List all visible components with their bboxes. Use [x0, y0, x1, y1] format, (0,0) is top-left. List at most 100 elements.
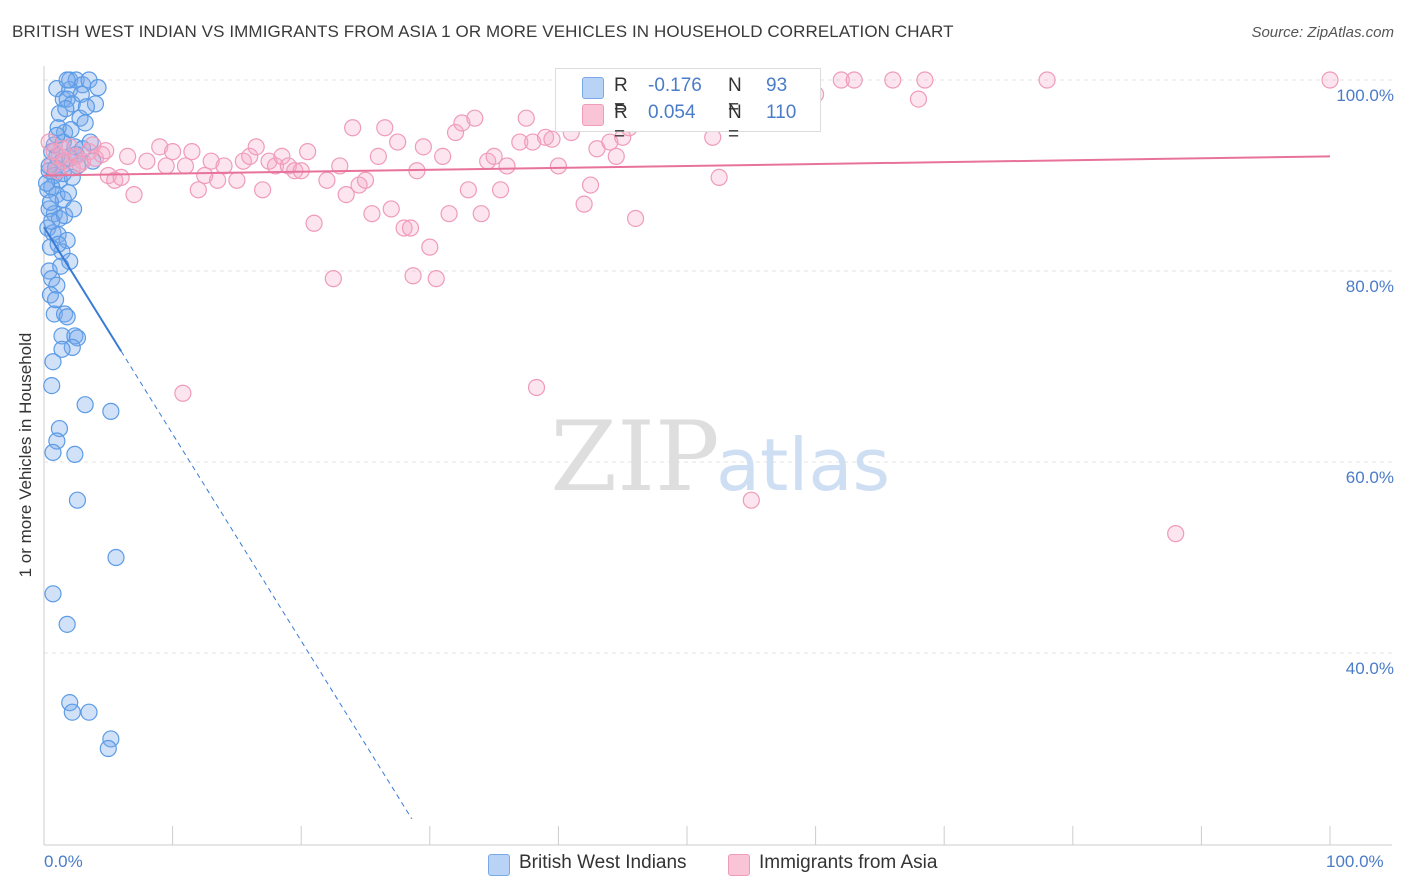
data-point	[527, 378, 546, 397]
data-point	[196, 166, 214, 185]
data-point	[916, 71, 934, 89]
data-point	[363, 205, 381, 223]
data-point	[44, 353, 62, 371]
chart-title: BRITISH WEST INDIAN VS IMMIGRANTS FROM A…	[12, 22, 954, 41]
data-point	[581, 176, 600, 194]
data-point	[77, 98, 96, 116]
data-point	[305, 214, 323, 232]
bottom-legend-british-west-indians: British West Indians	[519, 852, 687, 873]
watermark: ZIP atlas	[550, 401, 890, 513]
data-point	[52, 257, 70, 275]
watermark-atlas: atlas	[716, 423, 890, 507]
legend-r-value: 0.054	[648, 102, 696, 123]
data-point	[404, 267, 422, 285]
data-point	[884, 71, 902, 89]
data-point	[421, 238, 439, 256]
data-point	[138, 152, 156, 170]
source-label: Source: ZipAtlas.com	[1251, 24, 1394, 41]
data-point	[46, 291, 65, 309]
data-point	[49, 235, 67, 253]
axes	[43, 66, 1392, 846]
data-point	[324, 270, 342, 288]
x-tick-label-max: 100.0%	[1326, 852, 1384, 871]
data-point	[331, 157, 349, 175]
data-point	[710, 168, 728, 187]
data-point	[80, 703, 98, 721]
data-point	[369, 147, 387, 165]
data-point	[73, 152, 92, 170]
data-point	[446, 123, 465, 142]
data-point	[41, 193, 60, 211]
data-point	[102, 402, 120, 420]
data-point	[466, 109, 484, 127]
data-point	[382, 200, 400, 218]
data-point	[41, 286, 60, 304]
data-point	[54, 90, 72, 108]
trend-lines	[43, 155, 1331, 820]
legend-n-label: N =	[728, 102, 742, 145]
data-point	[472, 205, 490, 223]
trend-line-british-west-indians	[43, 226, 123, 352]
data-point	[1321, 71, 1339, 89]
y-tick-label: 40.0%	[1345, 659, 1394, 678]
legend-swatch-pink	[582, 104, 604, 126]
data-point	[401, 219, 420, 237]
data-point	[434, 147, 452, 165]
data-point	[57, 100, 75, 118]
data-point	[64, 200, 83, 218]
data-point	[247, 138, 265, 156]
data-point	[63, 338, 81, 356]
data-point	[228, 171, 246, 189]
trend-line-immigrants-from-asia	[43, 155, 1331, 177]
data-point	[76, 396, 94, 414]
data-point	[176, 157, 195, 175]
data-point	[549, 157, 568, 175]
grid-lines	[44, 79, 1392, 654]
data-point	[43, 212, 61, 230]
bottom-legend-immigrants-from-asia: Immigrants from Asia	[759, 852, 938, 873]
data-point	[273, 147, 291, 165]
data-point	[1167, 525, 1185, 543]
data-point	[53, 140, 71, 158]
data-point	[517, 109, 535, 127]
data-point	[157, 157, 175, 175]
data-point	[356, 171, 375, 189]
data-point	[241, 147, 259, 165]
data-point	[337, 186, 355, 204]
data-point	[68, 329, 87, 347]
data-point	[832, 71, 850, 89]
data-point	[524, 133, 542, 151]
data-point	[909, 90, 928, 108]
data-point	[89, 79, 107, 97]
data-point	[53, 340, 71, 358]
data-point	[511, 133, 529, 151]
data-point	[71, 155, 89, 173]
y-tick-label: 100.0%	[1336, 86, 1394, 105]
data-point	[427, 270, 445, 288]
data-point	[254, 181, 272, 199]
legend-swatch-blue	[582, 77, 604, 99]
y-tick-label: 60.0%	[1345, 468, 1394, 487]
data-point	[575, 195, 593, 213]
data-point	[344, 119, 362, 137]
data-point	[174, 384, 192, 402]
data-point	[742, 491, 760, 509]
data-point	[68, 491, 87, 509]
data-point	[58, 71, 76, 89]
data-point	[112, 168, 130, 187]
data-point	[543, 130, 561, 148]
data-point	[164, 143, 182, 161]
data-point	[97, 142, 115, 160]
data-point	[151, 138, 169, 156]
data-point	[626, 209, 645, 228]
data-point	[536, 128, 555, 146]
data-point	[389, 133, 407, 151]
data-point	[601, 133, 619, 151]
data-point	[318, 171, 336, 189]
bottom-legend-swatch-pink	[728, 854, 750, 876]
correlation-legend: R = -0.176 N = 93 R = 0.054 N = 110	[555, 68, 821, 145]
data-point	[440, 205, 458, 223]
y-tick-label: 80.0%	[1345, 277, 1394, 296]
series-immigrants-from-asia	[40, 71, 1339, 543]
data-point	[118, 147, 137, 165]
